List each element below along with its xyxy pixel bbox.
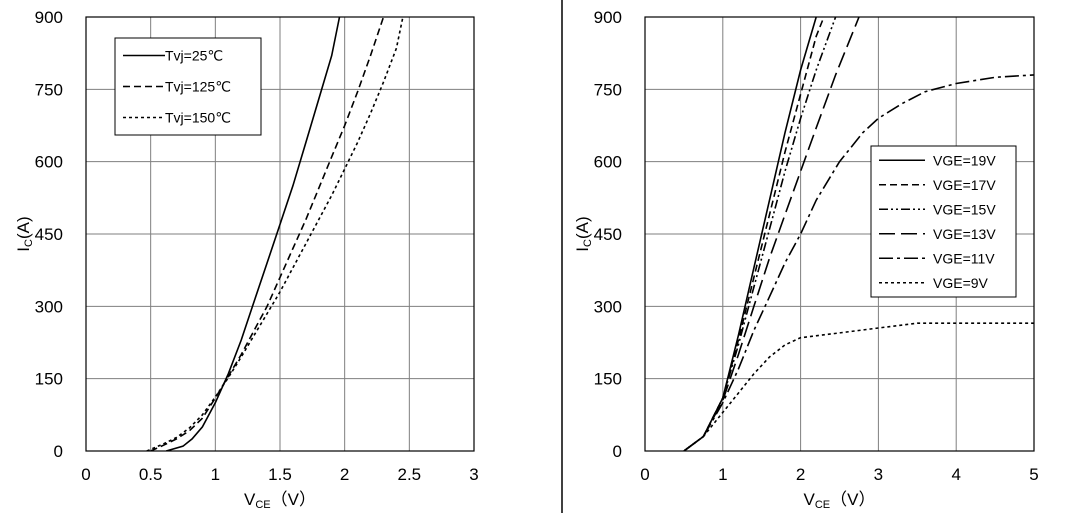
legend: Tvj=25℃ Tvj=125℃ Tvj=150℃ [114,37,262,136]
series-line-tvj-150 [146,17,404,451]
y-tick-label: 450 [594,225,622,244]
chart-left-temperature: 0 0.5 1 1.5 2 2.5 3 0 150 300 450 600 750 900 VCE（V） IC… [14,8,479,511]
legend-box [870,145,1017,298]
x-tick-label: 3 [874,465,883,484]
legend: VGE=19V VGE=17V VGE=15V VGE=13V VGE=11V VGE=9… [870,145,1017,298]
legend-entry-label: VGE=11V [933,250,995,266]
series-group [683,17,1034,451]
legend-entry-label: Tvj=25℃ [165,48,223,64]
x-tick-label: 0 [640,465,649,484]
y-tick-label: 900 [594,8,622,27]
y-tick-label: 750 [35,80,63,99]
x-tick-label: 2 [340,465,349,484]
legend-entry-label: VGE=15V [933,201,996,217]
chart-right-gate-voltage: 0 1 2 3 4 50150300450600750900VCE（V）IC(A)VGE=… [573,8,1039,511]
series-line-tvj-25 [165,17,341,451]
y-axis-label: IC(A) [14,216,35,251]
y-tick-label: 600 [594,153,622,172]
y-tick-label: 450 [35,225,63,244]
x-tick-label: 1.5 [268,465,292,484]
y-tick-label: 0 [54,442,63,461]
y-tick-label: 150 [594,370,622,389]
y-axis-label: IC(A) [573,216,594,251]
series-line-vge-9v [683,322,1034,451]
y-tick-label: 600 [35,153,63,172]
legend-entry-label: VGE=17V [933,177,996,193]
series-group [146,17,404,451]
x-tick-label: 2 [796,465,805,484]
y-tick-label: 750 [594,80,622,99]
x-tick-label: 5 [1029,465,1038,484]
legend-entry-label: VGE=13V [933,226,996,242]
legend-entry-label: Tvj=150℃ [165,110,231,126]
x-tick-label: 3 [469,465,478,484]
legend-entry-label: Tvj=125℃ [165,79,231,95]
x-tick-label: 0 [81,465,90,484]
series-line-tvj-125 [150,17,385,451]
y-tick-label: 0 [613,442,622,461]
y-tick-label: 150 [35,370,63,389]
grid-lines [85,16,475,452]
legend-entry-label: VGE=9V [933,275,989,291]
y-tick-label: 300 [35,297,63,316]
x-tick-label: 2.5 [398,465,422,484]
plot-area-frame [85,16,475,452]
x-axis-label: VCE（V） [804,490,876,511]
series-line-vge-11v [683,74,1034,451]
x-tick-label: 1 [718,465,727,484]
legend-entry-label: VGE=19V [933,152,996,168]
x-tick-label: 4 [951,465,960,484]
plot-area-frame [644,16,1035,452]
x-tick-label: 0.5 [139,465,163,484]
x-axis-label: VCE（V） [244,490,316,511]
y-tick-label: 900 [35,8,63,27]
y-tick-label: 300 [594,297,622,316]
x-tick-label: 1 [211,465,220,484]
